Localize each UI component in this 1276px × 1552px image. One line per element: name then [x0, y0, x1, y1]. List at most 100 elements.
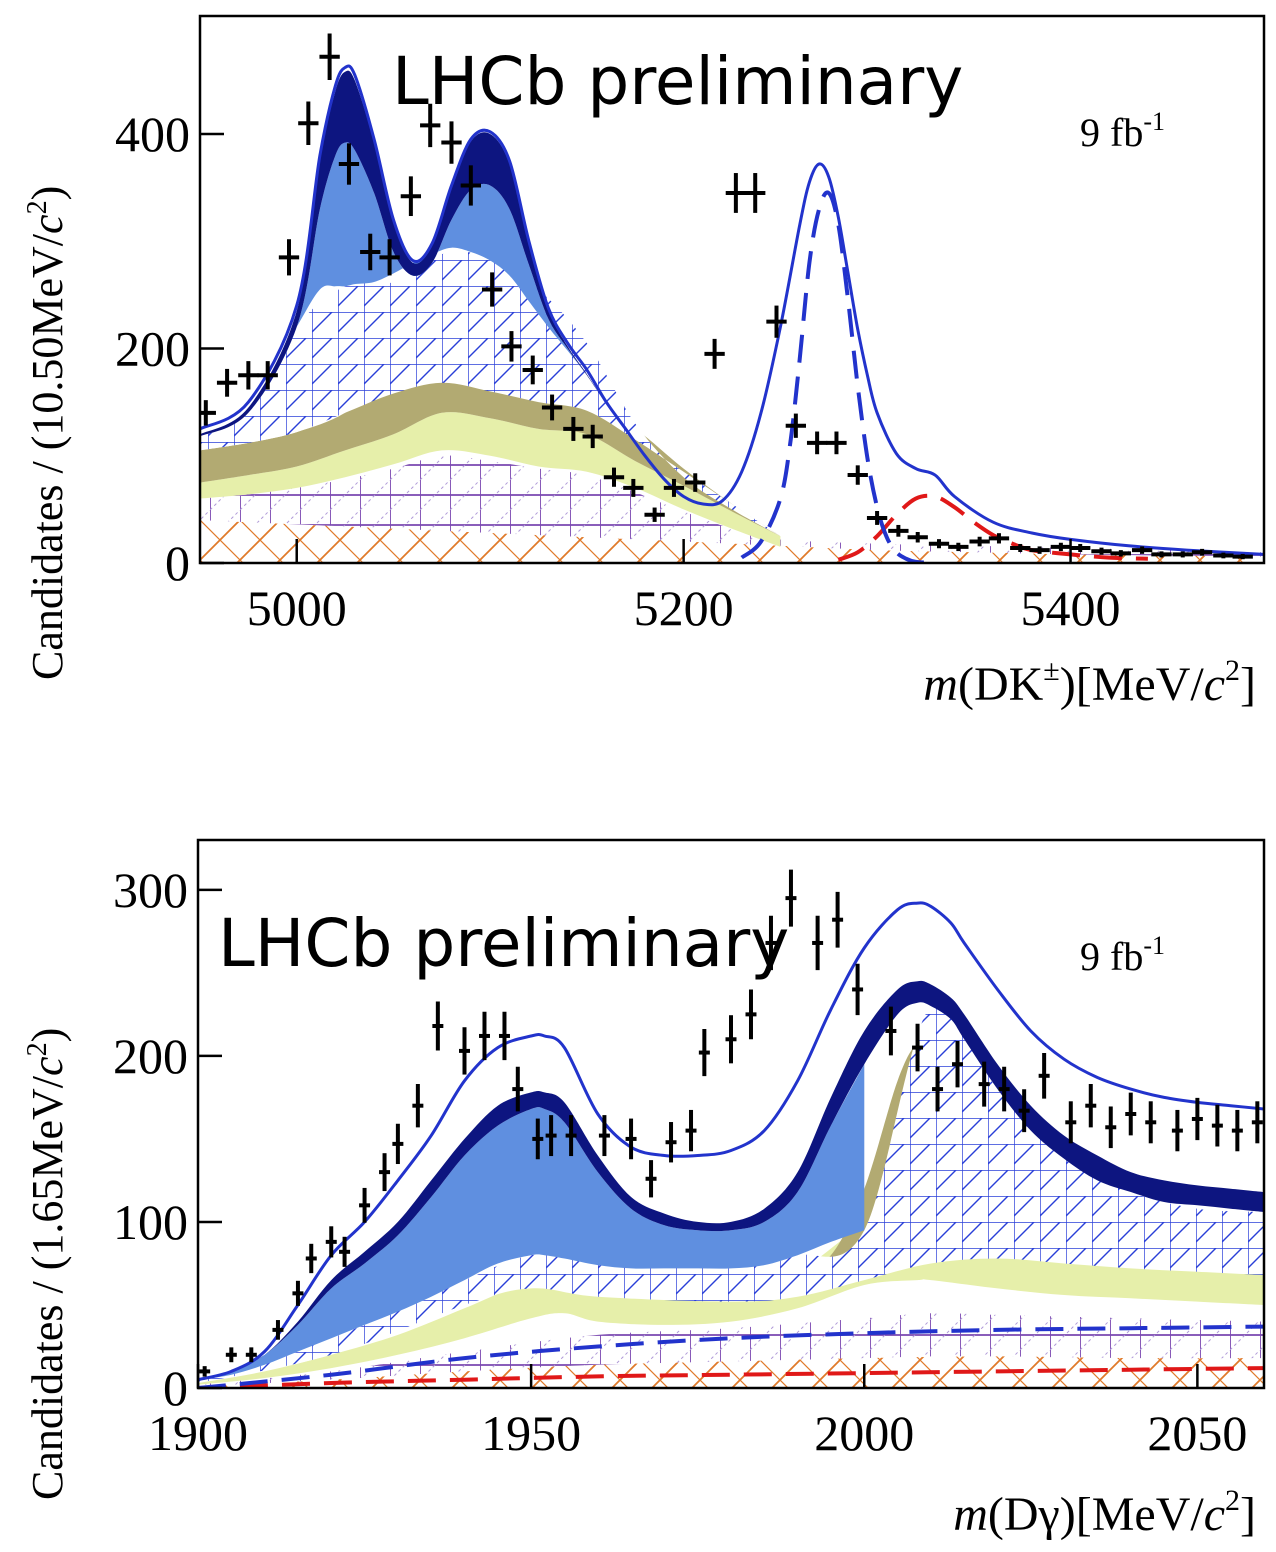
bottom-data-point [725, 1015, 737, 1064]
bottom-data-point [1145, 1101, 1157, 1144]
bottom-data-point [912, 1023, 924, 1072]
bottom-component-blue-hatch [198, 1001, 1264, 1383]
top-data-point [1172, 551, 1193, 558]
bottom-data-point [325, 1226, 337, 1258]
top-data-point [1091, 547, 1112, 555]
top-x-tick-label: 5400 [1021, 580, 1121, 636]
bottom-blue-dashed-component [198, 1324, 1264, 1388]
bottom-data-point [1231, 1109, 1243, 1152]
bottom-data-point [785, 869, 797, 927]
top-data-point [888, 524, 909, 537]
bottom-data-points [199, 869, 1263, 1377]
bottom-data-point [292, 1280, 304, 1306]
top-data-point [1151, 551, 1172, 558]
bottom-data-point [1191, 1097, 1203, 1141]
bottom-data-point [932, 1066, 944, 1112]
bottom-plot-frame [196, 838, 1266, 1390]
bottom-data-point [952, 1040, 964, 1088]
top-data-point [928, 539, 950, 549]
bottom-data-point [459, 1027, 470, 1075]
top-red-dashed-component [837, 493, 1148, 562]
top-data-point [216, 368, 238, 397]
bottom-data-point [1251, 1101, 1263, 1144]
bottom-stack-regions [198, 980, 1264, 1388]
bottom-x-axis-label: m(Dγ)[MeV/c2] [953, 1484, 1256, 1541]
bottom-data-point [978, 1061, 990, 1107]
bottom-luminosity: 9 fb-1 [1080, 931, 1165, 979]
bottom-data-point [379, 1153, 391, 1192]
top-component-light-blue [200, 142, 607, 437]
bottom-axes: 1900 1950 2000 2050 0 100 200 300 [113, 862, 1247, 1461]
top-data-point [338, 143, 360, 185]
bottom-data-point [998, 1066, 1010, 1112]
bottom-y-axis-label: Candidates / (1.65MeV/c2) [22, 1028, 72, 1500]
bottom-x-tick-label: 2050 [1147, 1405, 1247, 1461]
top-data-point [563, 416, 584, 441]
bottom-data-point [1018, 1089, 1030, 1133]
bottom-fit-lines [198, 901, 1264, 1388]
bottom-x-tick-label: 1900 [148, 1405, 248, 1461]
bottom-data-point [852, 963, 864, 1016]
top-data-points [200, 33, 1253, 560]
top-y-tick-label: 0 [165, 535, 190, 591]
top-data-point [806, 431, 828, 455]
top-data-point [969, 536, 990, 547]
top-data-point [200, 400, 216, 426]
bottom-data-point [512, 1066, 524, 1112]
top-data-point [441, 121, 462, 164]
bottom-data-point [765, 915, 777, 971]
bottom-watermark: LHCb preliminary [218, 905, 789, 982]
top-data-point [866, 511, 888, 525]
top-y-tick-label: 200 [115, 320, 190, 376]
top-component-dark-blue [200, 70, 607, 437]
bottom-data-point [412, 1084, 424, 1128]
top-y-tick-label: 400 [115, 106, 190, 162]
top-data-point [1010, 543, 1031, 552]
bottom-y-tick-label: 200 [113, 1028, 188, 1084]
top-x-tick-label: 5200 [634, 580, 734, 636]
top-data-point [400, 176, 422, 217]
top-data-point [501, 331, 522, 362]
top-data-point [907, 532, 928, 543]
top-data-point [704, 338, 725, 369]
bottom-data-point [339, 1236, 351, 1267]
bottom-data-point [745, 989, 757, 1040]
bottom-data-point [392, 1123, 404, 1165]
top-data-point [1131, 546, 1153, 554]
top-data-point [766, 305, 787, 338]
bottom-total-fit-line [198, 901, 1264, 1382]
bottom-data-point [245, 1347, 257, 1363]
top-data-point [360, 233, 381, 271]
bottom-data-point [432, 1001, 444, 1051]
top-data-point [603, 467, 625, 487]
bottom-data-point [1171, 1109, 1183, 1152]
top-axes: 5000 5200 5400 0 200 400 [115, 106, 1121, 636]
bottom-data-point [545, 1115, 557, 1157]
top-x-tick-label: 5000 [247, 580, 347, 636]
bottom-data-point [1211, 1104, 1223, 1147]
top-y-axis-label: Candidates / (10.50MeV/c2) [22, 186, 72, 680]
top-data-point [298, 101, 319, 145]
bottom-x-tick-label: 1950 [481, 1405, 581, 1461]
top-plot-frame [198, 14, 1266, 565]
bottom-y-tick-label: 300 [113, 862, 188, 918]
top-data-point [541, 394, 563, 421]
bottom-data-point [478, 1011, 490, 1061]
bottom-data-point [598, 1115, 610, 1157]
top-x-axis-label: m(DK±)[MeV/c2] [923, 654, 1256, 711]
top-background-orange-hatch [200, 520, 1264, 563]
bottom-data-point [305, 1243, 317, 1274]
top-background-purple-hatch [200, 455, 1264, 557]
top-data-point [623, 478, 644, 497]
top-data-point [644, 507, 665, 522]
top-data-point [257, 361, 278, 390]
bottom-y-tick-label: 0 [163, 1360, 188, 1416]
top-data-point [1191, 548, 1213, 556]
top-data-point [1070, 543, 1091, 552]
bottom-data-point [272, 1320, 284, 1340]
bottom-data-point [832, 891, 844, 948]
top-data-point [1213, 552, 1234, 559]
bottom-data-point [665, 1122, 677, 1163]
bottom-data-point [359, 1187, 371, 1223]
